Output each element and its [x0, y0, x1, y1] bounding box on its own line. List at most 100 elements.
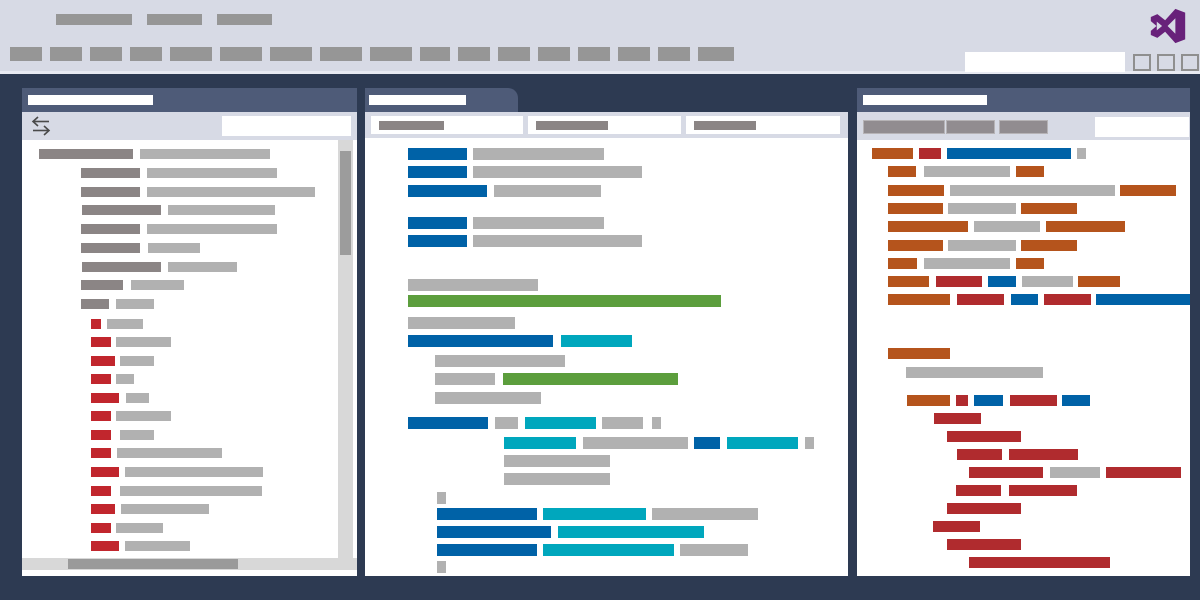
tree-item-bar-dark [81, 243, 140, 253]
horizontal-scrollbar-thumb[interactable] [68, 559, 238, 569]
code-line [365, 185, 848, 197]
tree-item-bar-light [121, 504, 209, 514]
tree-item-bar-crimson [91, 504, 115, 514]
menu-bar [0, 14, 1200, 25]
code-token-bar-blue [437, 508, 537, 520]
vertical-scrollbar-thumb[interactable] [340, 151, 351, 255]
tree-item-bar-light [168, 262, 237, 272]
tree-item-bar-light [116, 523, 163, 533]
window-chrome [0, 0, 1200, 74]
tree-item-bar-light [117, 448, 222, 458]
code-line [365, 217, 848, 229]
code-token-bar-brick [1044, 294, 1091, 305]
code-line [365, 279, 848, 291]
code-token-bar-light [974, 221, 1040, 232]
code-token-bar-blue [408, 185, 487, 197]
code-token-bar-light [437, 561, 446, 573]
tree-item-bar-crimson [91, 523, 111, 533]
tree-row [22, 187, 357, 197]
tree-row [22, 319, 357, 329]
toolbar-button-placeholder[interactable] [320, 47, 362, 61]
horizontal-scrollbar[interactable] [22, 558, 357, 570]
toolbar-button-placeholder[interactable] [370, 47, 412, 61]
editor-toolbar-button-placeholder[interactable] [999, 120, 1048, 134]
tree-item-bar-dark [81, 299, 109, 309]
tab-title-placeholder [369, 95, 466, 105]
code-token-bar-orange [888, 276, 929, 287]
code-token-bar-brick [1010, 395, 1057, 406]
code-token-bar-orange [888, 294, 950, 305]
code-token-bar-cyan [525, 417, 596, 429]
code-token-bar-orange [888, 348, 950, 359]
close-button[interactable] [1181, 54, 1199, 71]
toolbar-button-placeholder[interactable] [578, 47, 610, 61]
tree-item-bar-light [125, 541, 190, 551]
code-token-bar-orange [888, 185, 944, 196]
scope-dropdown[interactable] [686, 116, 840, 134]
menu-item-placeholder[interactable] [56, 14, 132, 25]
toolbar-button-placeholder[interactable] [220, 47, 262, 61]
editor-toolbar-button-placeholder[interactable] [863, 120, 945, 134]
code-token-bar-blue [947, 148, 1071, 159]
code-token-bar-brick [1009, 485, 1077, 496]
code-token-bar-green [503, 373, 678, 385]
code-line [365, 473, 848, 485]
code-line [857, 185, 1190, 196]
toolbar-button-placeholder[interactable] [698, 47, 734, 61]
code-token-bar-brick [1106, 467, 1181, 478]
tree-item-bar-light [148, 243, 200, 253]
vertical-scrollbar[interactable] [338, 140, 353, 558]
explorer-search-input[interactable] [222, 116, 351, 136]
code-token-bar-orange [888, 203, 943, 214]
toolbar-button-placeholder[interactable] [90, 47, 122, 61]
menu-item-placeholder[interactable] [147, 14, 202, 25]
tree-item-bar-light [147, 168, 277, 178]
code-line [365, 508, 848, 520]
toolbar-button-placeholder[interactable] [10, 47, 42, 61]
toolbar-button-placeholder[interactable] [658, 47, 690, 61]
code-token-bar-light [473, 166, 642, 178]
toolbar-button-placeholder[interactable] [420, 47, 450, 61]
code-token-bar-light [948, 240, 1016, 251]
code-line [365, 437, 848, 449]
code-token-bar-blue [408, 148, 467, 160]
editor-search-input[interactable] [1095, 117, 1189, 137]
toolbar-button-placeholder[interactable] [130, 47, 162, 61]
minimize-button[interactable] [1133, 54, 1151, 71]
code-token-bar-cyan [561, 335, 632, 347]
code-line [365, 526, 848, 538]
tree-item-bar-dark [81, 224, 140, 234]
document-tab[interactable] [365, 88, 518, 112]
tree-item-bar-light [147, 187, 315, 197]
toolbar-button-placeholder[interactable] [498, 47, 530, 61]
toolbar-button-placeholder[interactable] [50, 47, 82, 61]
toolbar-button-placeholder[interactable] [458, 47, 490, 61]
menu-item-placeholder[interactable] [217, 14, 272, 25]
toolbar-button-placeholder[interactable] [618, 47, 650, 61]
dropdown-value-placeholder [379, 121, 444, 130]
code-line [365, 166, 848, 178]
toolbar-button-placeholder[interactable] [270, 47, 312, 61]
solution-tree [22, 140, 357, 576]
panel-title-placeholder [863, 95, 987, 105]
code-token-bar-light [1050, 467, 1100, 478]
code-token-bar-orange [1016, 166, 1044, 177]
tree-row [22, 149, 357, 159]
code-token-bar-brick [947, 431, 1021, 442]
code-token-bar-light [408, 317, 515, 329]
code-token-bar-cyan [504, 437, 576, 449]
code-line [857, 503, 1190, 514]
scope-dropdown[interactable] [528, 116, 681, 134]
toolbar-button-placeholder[interactable] [538, 47, 570, 61]
toolbar-button-placeholder[interactable] [170, 47, 212, 61]
maximize-button[interactable] [1157, 54, 1175, 71]
code-token-bar-blue [1096, 294, 1190, 305]
code-line [857, 221, 1190, 232]
code-line [857, 431, 1190, 442]
code-line [365, 235, 848, 247]
quick-launch-search-input[interactable] [965, 52, 1125, 72]
editor-toolbar-button-placeholder[interactable] [946, 120, 995, 134]
tree-row [22, 541, 357, 551]
scope-dropdown[interactable] [371, 116, 523, 134]
navigate-back-forward-icon[interactable] [30, 115, 52, 137]
